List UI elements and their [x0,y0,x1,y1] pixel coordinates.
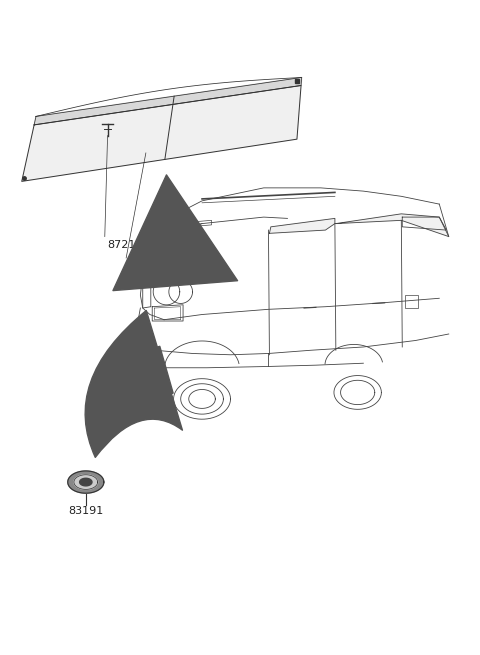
Text: 83191: 83191 [68,506,103,516]
Text: 87216X: 87216X [107,240,150,250]
Polygon shape [336,214,449,236]
Polygon shape [269,218,335,233]
Polygon shape [68,471,104,493]
Polygon shape [34,77,301,125]
Polygon shape [22,86,301,181]
Text: 82860: 82860 [129,272,164,282]
Polygon shape [80,478,92,486]
Bar [405,295,418,308]
Text: 82850: 82850 [129,259,164,269]
Text: H: H [167,258,173,264]
Polygon shape [74,475,97,489]
